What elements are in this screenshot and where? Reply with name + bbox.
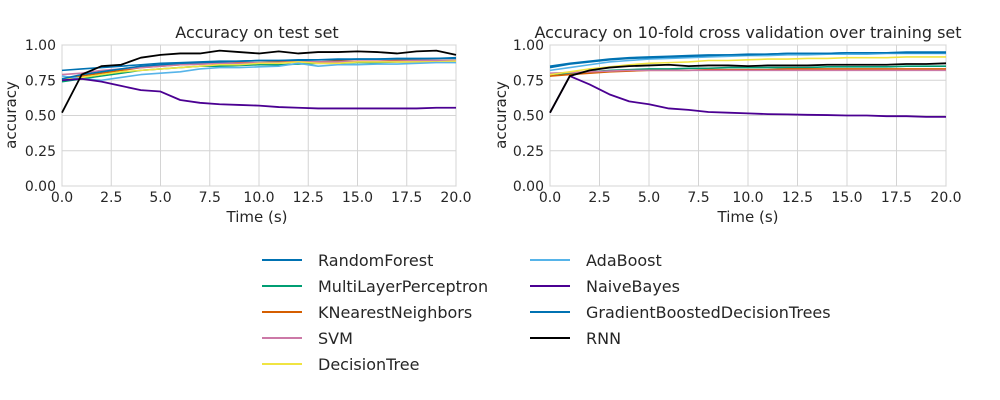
x-axis-label: Time (s) — [717, 208, 779, 226]
x-tick-label: 10.0 — [732, 190, 763, 206]
y-tick-label: 1.00 — [25, 38, 56, 54]
legend: RandomForest MultiLayerPerceptron KNearest… — [262, 251, 831, 374]
legend-label-ada-boost: AdaBoost — [586, 251, 662, 270]
series-line-decision-tree — [549, 56, 946, 76]
legend-label-knearest-neighbors: KNearestNeighbors — [318, 303, 472, 322]
chart-title: Accuracy on 10-fold cross validation ove… — [534, 23, 961, 42]
series-line-decision-tree — [61, 60, 457, 80]
series-line-naive-bayes — [61, 77, 456, 110]
legend-label-rnn: RNN — [586, 329, 621, 348]
x-tick-label: 2.5 — [100, 190, 122, 206]
x-tick-label: 15.0 — [831, 190, 862, 206]
series-line-svm — [549, 69, 946, 74]
y-axis-label: accuracy — [492, 81, 510, 149]
series-line-ada-boost — [61, 61, 456, 82]
series-line-rnn — [549, 62, 947, 114]
series-lines — [61, 49, 457, 114]
y-tick-label: 0.00 — [25, 179, 56, 195]
series-line-gradient-boosted-decision-trees — [61, 56, 457, 80]
tick-labels: 0.0 2.5 5.0 7.5 10.0 12.5 15.0 17.5 20.0 0.00 0.25… — [25, 38, 472, 206]
x-tick-label: 12.5 — [293, 190, 324, 206]
cross-validation-chart: Accuracy on 10-fold cross validation ove… — [492, 23, 962, 226]
legend-label-svm: SVM — [318, 329, 353, 348]
test-set-chart: Accuracy on test set 0.0 2.5 5.0 7.5 10.0 12.… — [2, 23, 472, 226]
gridlines — [61, 44, 457, 187]
legend-label-gradient-boosted-decision-trees: GradientBoostedDecisionTrees — [586, 303, 831, 322]
x-tick-label: 15.0 — [342, 190, 373, 206]
series-lines — [549, 51, 947, 118]
legend-label-decision-tree: DecisionTree — [318, 355, 419, 374]
y-tick-label: 1.00 — [513, 38, 544, 54]
x-axis-label: Time (s) — [226, 208, 288, 226]
y-axis-label: accuracy — [2, 81, 20, 149]
x-tick-label: 2.5 — [588, 190, 610, 206]
x-tick-label: 5.0 — [638, 190, 660, 206]
x-tick-label: 7.5 — [199, 190, 221, 206]
y-tick-label: 0.00 — [513, 179, 544, 195]
x-tick-label: 20.0 — [930, 190, 961, 206]
x-tick-label: 17.5 — [391, 190, 422, 206]
legend-label-random-forest: RandomForest — [318, 251, 433, 270]
series-line-naive-bayes — [549, 75, 946, 118]
series-line-gradient-boosted-decision-trees — [549, 51, 946, 69]
series-line-rnn — [61, 49, 457, 114]
chart-title: Accuracy on test set — [175, 23, 338, 42]
y-tick-label: 0.50 — [25, 109, 56, 125]
y-tick-label: 0.25 — [25, 144, 56, 160]
y-tick-label: 0.50 — [513, 109, 544, 125]
x-tick-label: 0.0 — [51, 190, 73, 206]
x-tick-label: 12.5 — [782, 190, 813, 206]
x-tick-label: 20.0 — [440, 190, 471, 206]
x-tick-label: 7.5 — [687, 190, 709, 206]
y-tick-label: 0.75 — [513, 73, 544, 89]
legend-label-naive-bayes: NaiveBayes — [586, 277, 680, 296]
y-tick-label: 0.75 — [25, 73, 56, 89]
y-tick-label: 0.25 — [513, 144, 544, 160]
tick-labels: 0.0 2.5 5.0 7.5 10.0 12.5 15.0 17.5 20.0 0.00 0.25… — [513, 38, 962, 206]
legend-label-multi-layer-perceptron: MultiLayerPerceptron — [318, 277, 488, 296]
x-tick-label: 5.0 — [149, 190, 171, 206]
x-tick-label: 17.5 — [881, 190, 912, 206]
x-tick-label: 0.0 — [539, 190, 561, 206]
x-tick-label: 10.0 — [243, 190, 274, 206]
